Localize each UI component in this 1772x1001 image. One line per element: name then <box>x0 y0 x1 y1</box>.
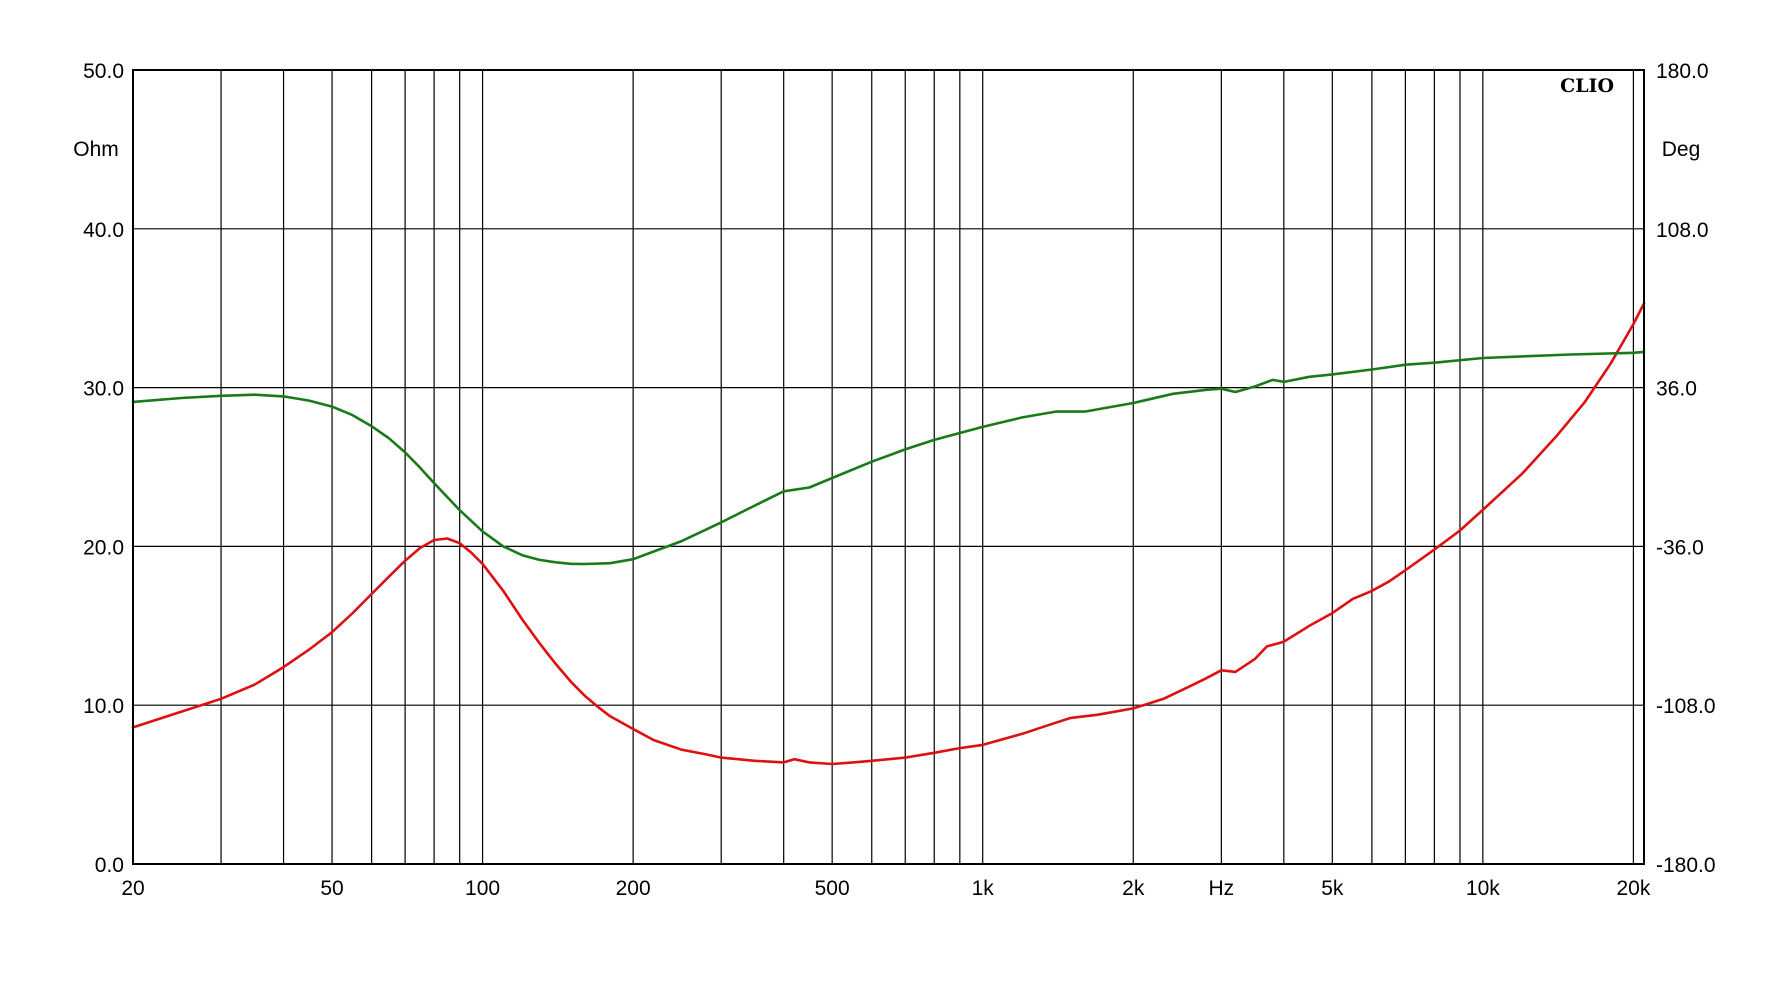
right-axis-tick-label: -36.0 <box>1656 536 1704 559</box>
clio-logo-text: CLIO <box>1560 75 1614 97</box>
x-axis-tick-label: Hz <box>1209 877 1235 900</box>
x-axis-tick-label: 5k <box>1321 877 1344 900</box>
right-axis-ticks: -180.0 -108.0 -36.0 36.0 108.0 180.0 <box>1656 60 1716 877</box>
x-axis-tick-label: 500 <box>815 877 850 900</box>
left-axis-tick-label: 0.0 <box>95 854 124 877</box>
x-axis-tick-label: 100 <box>465 877 500 900</box>
left-axis-tick-label: 40.0 <box>83 219 124 242</box>
x-axis-tick-label: 1k <box>972 877 995 900</box>
right-axis-tick-label: 180.0 <box>1656 60 1709 83</box>
phase-series-line <box>131 350 1646 566</box>
grid-lines <box>133 70 1644 864</box>
right-axis-tick-label: 108.0 <box>1656 219 1709 242</box>
left-axis-ticks: 0.0 10.0 20.0 30.0 40.0 50.0 <box>83 60 124 877</box>
x-axis-tick-label: 20k <box>1616 877 1650 900</box>
series-lines <box>131 302 1646 766</box>
x-axis-tick-label: 50 <box>320 877 343 900</box>
left-axis-tick-label: 50.0 <box>83 60 124 83</box>
right-axis-unit-label: Deg <box>1662 138 1701 161</box>
x-axis-tick-labels: 20 50 100 200 500 1k 2k Hz 5k 10k 20k <box>121 877 1651 900</box>
x-axis-tick-label: 2k <box>1122 877 1145 900</box>
impedance-series-line <box>131 302 1646 766</box>
right-axis-tick-label: -108.0 <box>1656 695 1716 718</box>
plot-frame <box>132 69 1645 865</box>
x-axis-tick-label: 200 <box>616 877 651 900</box>
left-axis-tick-label: 30.0 <box>83 378 124 401</box>
x-axis-tick-label: 20 <box>121 877 144 900</box>
right-axis-tick-label: -180.0 <box>1656 854 1716 877</box>
left-axis-unit-label: Ohm <box>73 138 119 161</box>
x-axis-tick-label: 10k <box>1466 877 1500 900</box>
left-axis-tick-label: 10.0 <box>83 695 124 718</box>
right-axis-tick-label: 36.0 <box>1656 378 1697 401</box>
left-axis-tick-label: 20.0 <box>83 536 124 559</box>
